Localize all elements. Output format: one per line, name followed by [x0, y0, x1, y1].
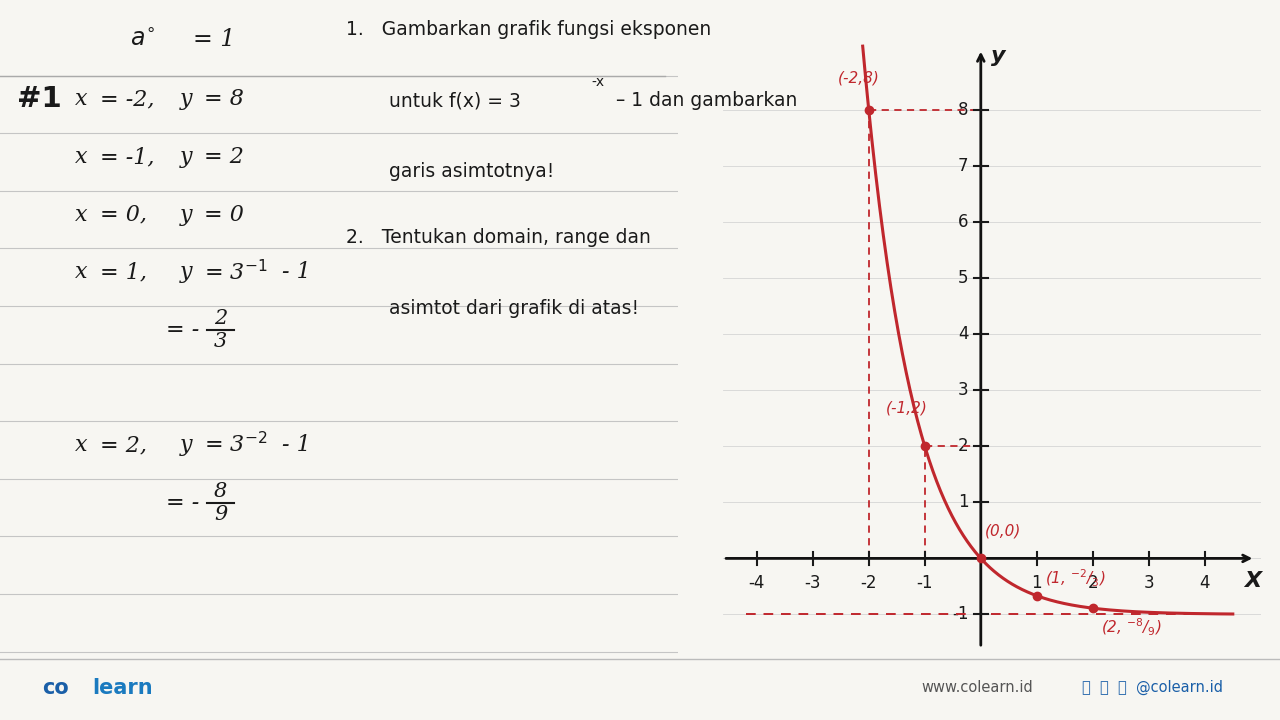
Text: - 1: - 1 [282, 434, 310, 456]
Text: #1: #1 [17, 86, 61, 113]
Text: 2: 2 [214, 309, 227, 328]
Text: = 3$^{-1}$: = 3$^{-1}$ [204, 259, 268, 285]
Text: y: y [179, 434, 192, 456]
Text: 6: 6 [957, 213, 969, 231]
Text: = 2,: = 2, [100, 434, 147, 456]
Text: 5: 5 [957, 269, 969, 287]
Text: (0,0): (0,0) [986, 523, 1021, 539]
Text: (2, $^{-8}$/$_9$): (2, $^{-8}$/$_9$) [1101, 617, 1162, 639]
Text: 2: 2 [1088, 574, 1098, 592]
Text: = 2: = 2 [204, 146, 243, 168]
Text: untuk f(x) = 3: untuk f(x) = 3 [389, 91, 521, 110]
Text: = -1,: = -1, [100, 146, 155, 168]
Text: = 3$^{-2}$: = 3$^{-2}$ [204, 432, 268, 458]
Text: = 0,: = 0, [100, 204, 147, 225]
Text: 3: 3 [1143, 574, 1155, 592]
Text: y: y [179, 204, 192, 225]
Text: $a^{\circ}$: $a^{\circ}$ [129, 28, 155, 51]
Text: x: x [74, 146, 87, 168]
Text: 1: 1 [957, 493, 969, 511]
Text: y: y [991, 46, 1005, 66]
Text: y: y [179, 89, 192, 110]
Text: (-1,2): (-1,2) [886, 400, 928, 415]
Text: x: x [74, 261, 87, 283]
Text:       @colearn.id:    @colearn.id [1082, 680, 1222, 696]
Text: www.colearn.id: www.colearn.id [922, 680, 1033, 695]
Text: -1: -1 [952, 606, 969, 624]
Text: -1: -1 [916, 574, 933, 592]
Text: 2: 2 [957, 437, 969, 455]
Text: = 0: = 0 [204, 204, 243, 225]
Text: = -: = - [166, 319, 200, 341]
Text: 8: 8 [957, 102, 969, 120]
Text: 8: 8 [214, 482, 227, 500]
Text: – 1 dan gambarkan: – 1 dan gambarkan [616, 91, 797, 110]
Text: X: X [1244, 571, 1261, 590]
Text: -2: -2 [860, 574, 877, 592]
Text: = 8: = 8 [204, 89, 243, 110]
Text: -4: -4 [749, 574, 765, 592]
Text: 2.   Tentukan domain, range dan: 2. Tentukan domain, range dan [346, 228, 650, 247]
Text: 1: 1 [1032, 574, 1042, 592]
Text: 9: 9 [214, 505, 227, 523]
Text: = 1,: = 1, [100, 261, 147, 283]
Text: y: y [179, 146, 192, 168]
Text: learn: learn [92, 678, 152, 698]
Text: = -2,: = -2, [100, 89, 155, 110]
Text: co: co [42, 678, 69, 698]
Text: 7: 7 [957, 158, 969, 176]
Text: x: x [74, 89, 87, 110]
Text: (1, $^{-2}$/$_3$): (1, $^{-2}$/$_3$) [1046, 567, 1106, 588]
Text: y: y [179, 261, 192, 283]
Text: = 1: = 1 [193, 28, 236, 51]
Text: 3: 3 [214, 332, 227, 351]
Text: 3: 3 [957, 382, 969, 400]
Text: x: x [74, 204, 87, 225]
Text: x: x [74, 434, 87, 456]
Text: (-2,8): (-2,8) [838, 71, 879, 85]
Text: 4: 4 [1199, 574, 1210, 592]
Text: - 1: - 1 [282, 261, 310, 283]
Text: asimtot dari grafik di atas!: asimtot dari grafik di atas! [389, 299, 640, 318]
Text: -x: -x [591, 75, 604, 89]
Text: 1.   Gambarkan grafik fungsi eksponen: 1. Gambarkan grafik fungsi eksponen [346, 20, 710, 39]
Text: -3: -3 [805, 574, 820, 592]
Text: 4: 4 [957, 325, 969, 343]
Text: = -: = - [166, 492, 200, 513]
Text: garis asimtotnya!: garis asimtotnya! [389, 162, 554, 181]
